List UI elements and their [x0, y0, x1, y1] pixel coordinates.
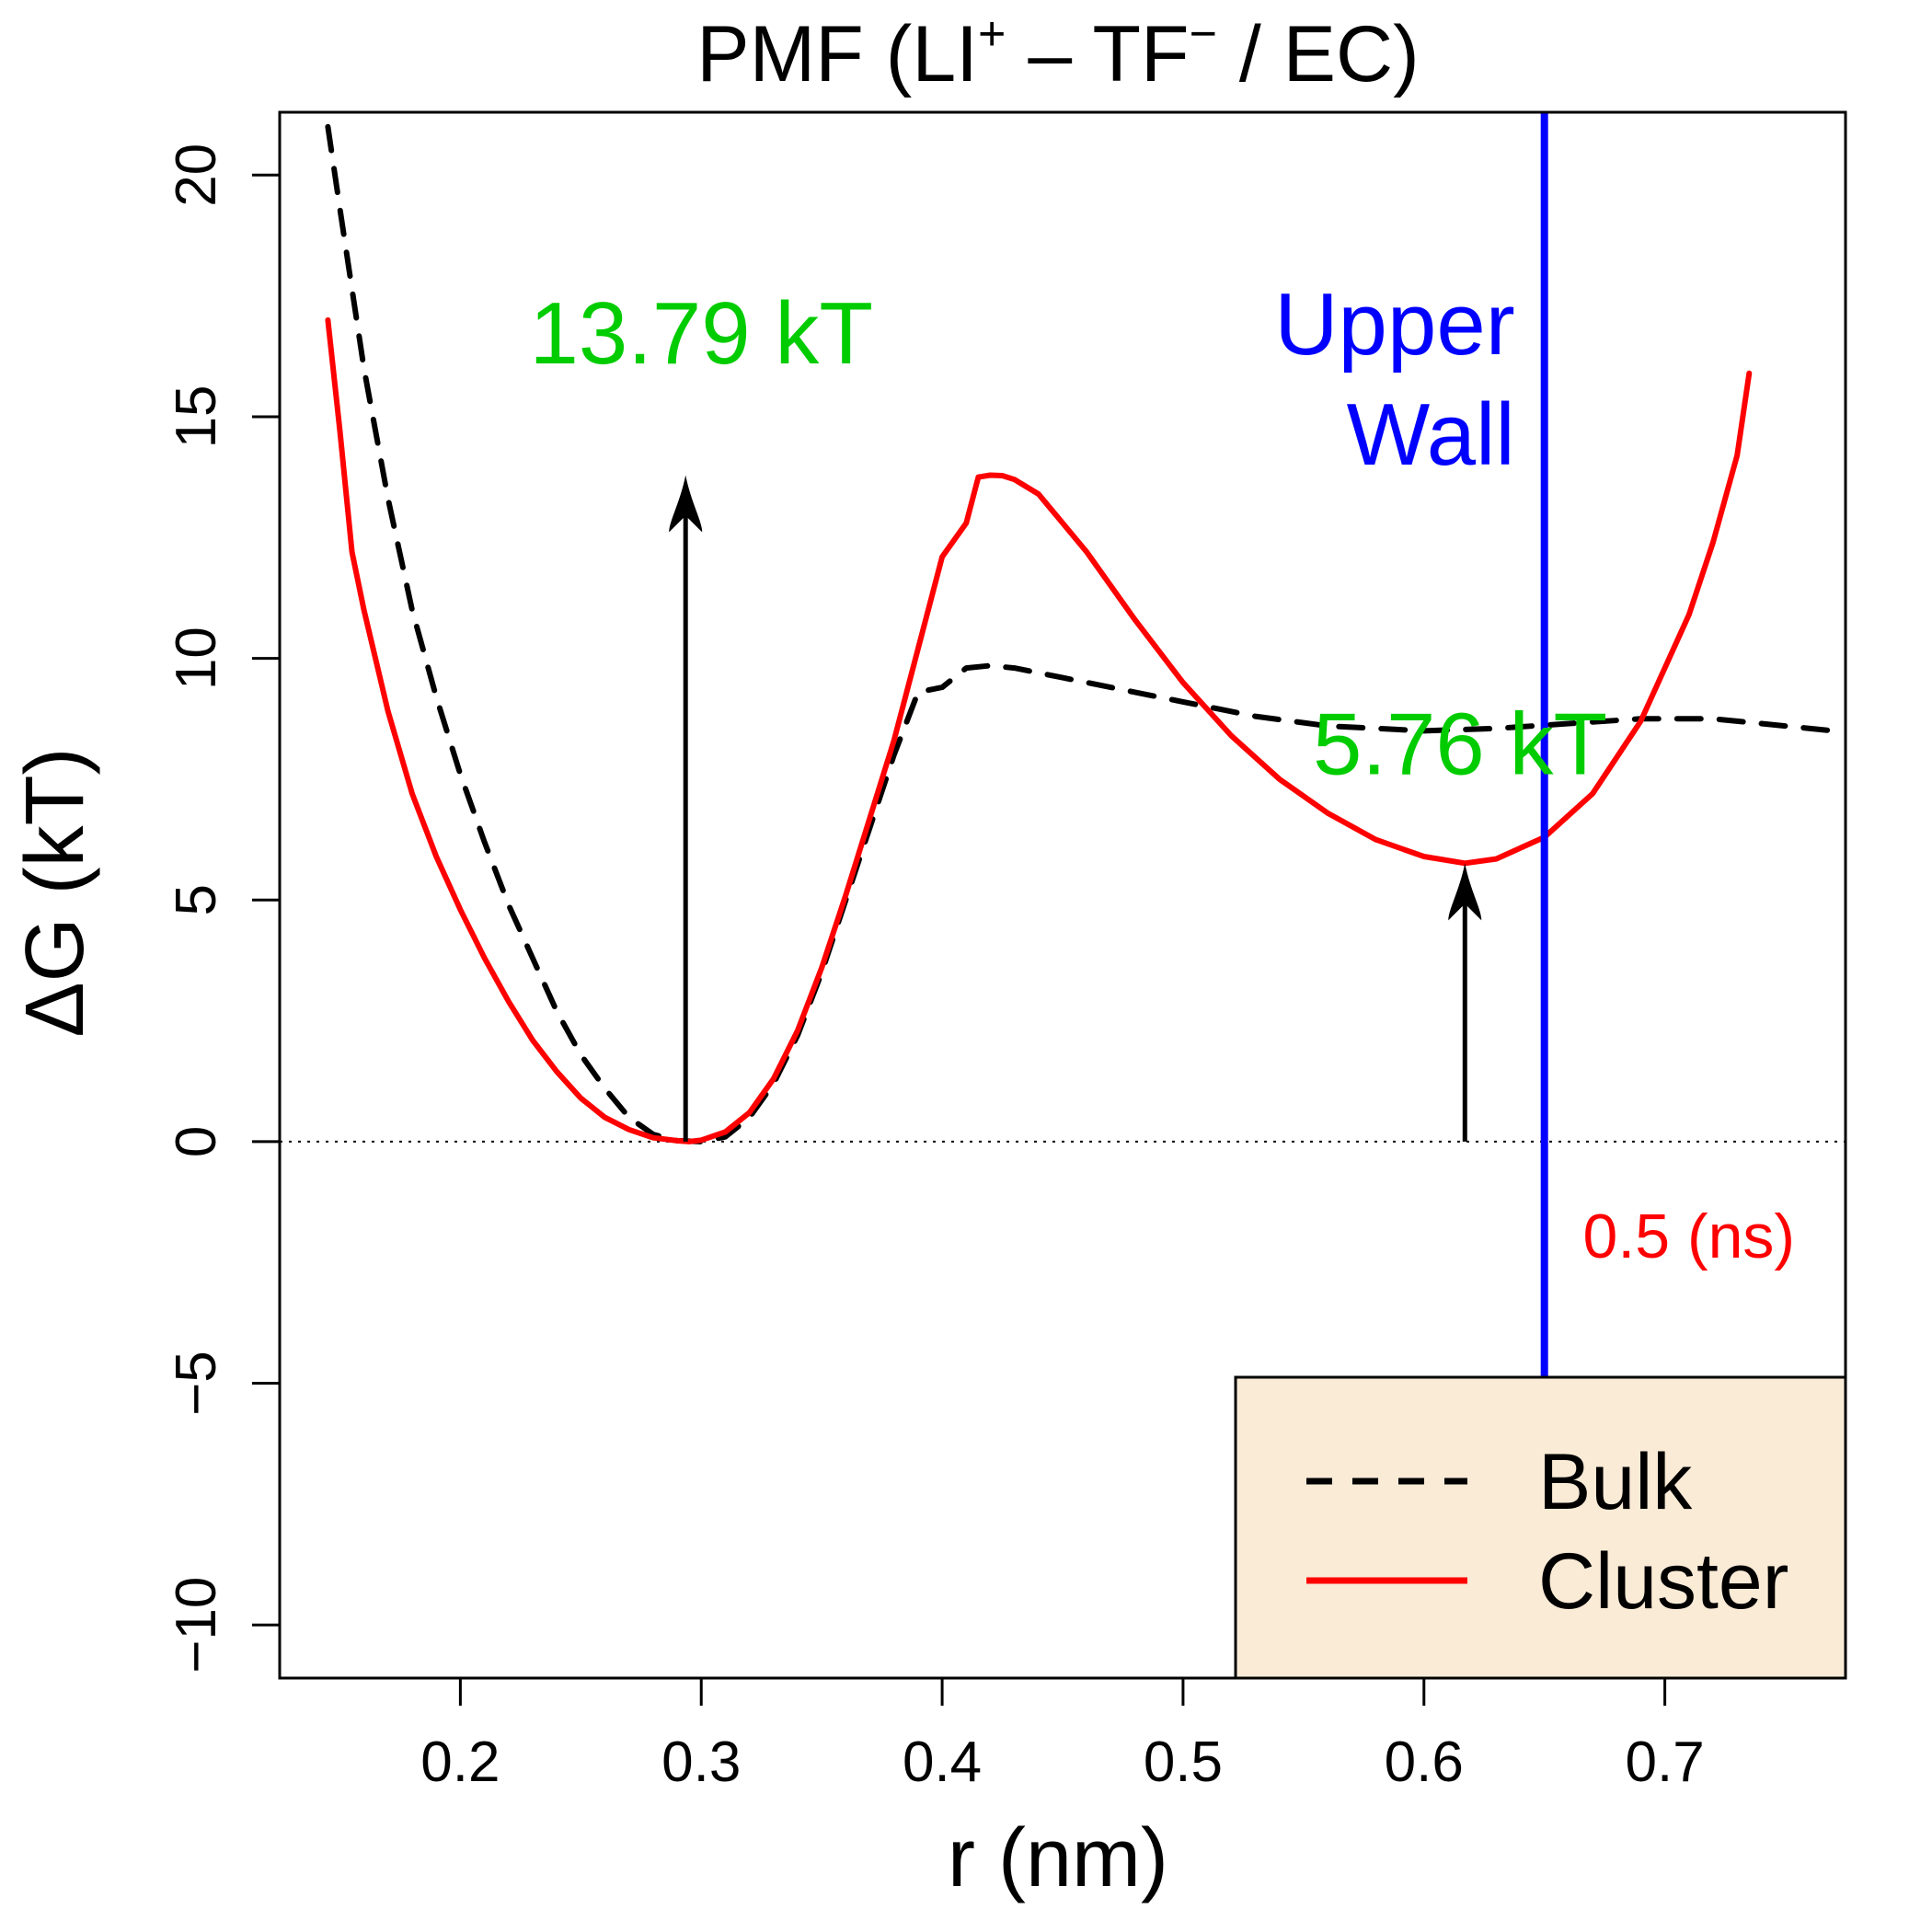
legend-cluster-label: Cluster — [1538, 1537, 1788, 1626]
y-tick-label: 15 — [165, 385, 228, 448]
y-axis-label: ΔG (kT) — [9, 747, 101, 1037]
barrier-energy-label: 13.79 kT — [529, 284, 873, 383]
title-sup-plus: + — [978, 7, 1006, 61]
title-prefix: PMF (LI — [696, 10, 978, 98]
time-label: 0.5 (ns) — [1583, 1202, 1796, 1271]
y-tick-label: 20 — [165, 144, 228, 207]
x-axis-label: r (nm) — [948, 1812, 1168, 1904]
y-tick-label: −5 — [165, 1351, 228, 1416]
legend: Bulk Cluster — [1234, 1375, 1847, 1680]
y-tick-label: 0 — [165, 1126, 228, 1157]
title-sup-minus: − — [1190, 7, 1217, 61]
legend-box — [1234, 1375, 1847, 1680]
series-line-bulk — [325, 123, 1836, 1144]
plot-area: 0.2 0.3 0.4 0.5 0.6 0.7 −10 −5 0 5 10 15 20 Upper Wall… — [165, 112, 1846, 1794]
x-tick-label: 0.4 — [903, 1731, 982, 1794]
x-tick-label: 0.5 — [1144, 1731, 1223, 1794]
y-tick-label: −10 — [165, 1577, 228, 1673]
x-tick-label: 0.7 — [1626, 1731, 1705, 1794]
legend-bulk-label: Bulk — [1538, 1438, 1693, 1526]
title-suffix: / EC) — [1217, 10, 1420, 98]
y-tick-label: 5 — [165, 884, 228, 915]
x-tick-label: 0.6 — [1385, 1731, 1464, 1794]
barrier-energy-label: 5.76 kT — [1313, 696, 1607, 794]
y-tick-label: 10 — [165, 627, 228, 690]
series-line-cluster — [325, 316, 1753, 1144]
title-middle: – TF — [1006, 10, 1189, 98]
upper-wall-label: Wall — [1347, 385, 1515, 484]
barrier-arrow-head — [669, 475, 703, 533]
chart-title: PMF (LI+ – TF− / EC) — [696, 7, 1419, 98]
x-tick-label: 0.2 — [420, 1731, 500, 1794]
x-tick-label: 0.3 — [661, 1731, 741, 1794]
plot-frame — [278, 110, 1847, 1680]
upper-wall-label: Upper — [1274, 275, 1514, 374]
barrier-arrow-head — [1448, 863, 1482, 921]
